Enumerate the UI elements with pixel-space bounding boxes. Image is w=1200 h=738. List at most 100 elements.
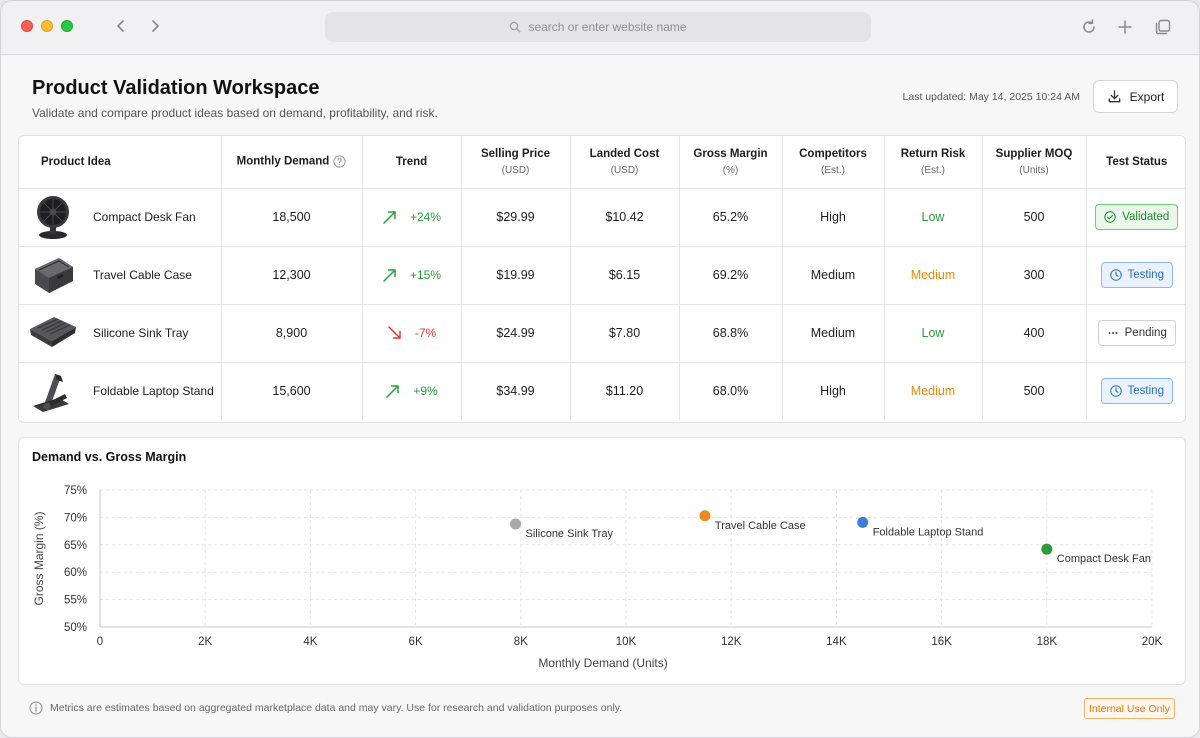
status-badge-validated[interactable]: Validated	[1095, 204, 1179, 230]
price-value: $34.99	[461, 362, 571, 420]
competitors-value: Medium	[782, 246, 885, 305]
column-header-product[interactable]: Product Idea	[19, 136, 222, 189]
table-header-row: Product Idea Monthly Demand Trend Sellin…	[19, 136, 1185, 189]
product-table-card: Product Idea Monthly Demand Trend Sellin…	[18, 135, 1186, 423]
export-button[interactable]: Export	[1093, 80, 1178, 113]
column-header-competitors[interactable]: Competitors (Est.)	[782, 136, 885, 189]
status-badge-testing[interactable]: Testing	[1100, 262, 1173, 288]
trend-cell: +9%	[363, 383, 461, 399]
product-cell: Silicone Sink Tray	[19, 309, 221, 357]
x-tick-label: 12K	[721, 636, 742, 648]
chevron-left-icon	[117, 20, 124, 32]
column-header-demand[interactable]: Monthly Demand	[221, 136, 363, 189]
column-header-cost[interactable]: Landed Cost (USD)	[570, 136, 680, 189]
data-point-label: Compact Desk Fan	[1057, 553, 1151, 565]
sink-tray-image	[27, 309, 79, 357]
column-header-moq[interactable]: Supplier MOQ (Units)	[982, 136, 1087, 189]
product-cell: Travel Cable Case	[19, 251, 221, 299]
y-tick-label: 65%	[64, 540, 87, 552]
minimize-window-button[interactable]	[41, 20, 53, 32]
trend-value: +9%	[413, 384, 438, 399]
column-header-price[interactable]: Selling Price (USD)	[461, 136, 571, 189]
info-icon	[29, 701, 43, 715]
address-bar[interactable]: search or enter website name	[325, 12, 871, 42]
close-window-button[interactable]	[21, 20, 33, 32]
data-point	[857, 516, 869, 528]
price-value: $29.99	[461, 188, 571, 247]
trend-up-icon	[383, 211, 396, 224]
chevron-right-icon	[152, 20, 159, 32]
x-tick-label: 8K	[514, 636, 528, 648]
column-header-margin[interactable]: Gross Margin (%)	[679, 136, 783, 189]
download-icon	[1108, 90, 1120, 103]
table-row[interactable]: Travel Cable Case 12,300 +15% $19.99 $6.…	[19, 246, 1185, 305]
product-name: Foldable Laptop Stand	[93, 384, 214, 399]
status-badge-testing[interactable]: Testing	[1100, 378, 1173, 405]
trend-value: -7%	[414, 326, 437, 340]
check-circle-icon	[1104, 211, 1116, 223]
demand-value: 8,900	[221, 304, 363, 363]
moq-value: 300	[982, 246, 1087, 305]
trend-cell: +24%	[363, 209, 461, 225]
internal-use-badge: Internal Use Only	[1084, 698, 1175, 719]
column-header-trend[interactable]: Trend	[362, 136, 462, 189]
margin-value: 65.2%	[679, 188, 783, 247]
risk-value: Low	[884, 304, 983, 363]
y-tick-label: 75%	[64, 485, 87, 497]
x-tick-label: 20K	[1142, 636, 1163, 648]
back-button[interactable]	[110, 15, 132, 37]
risk-value: Medium	[884, 362, 983, 420]
new-tab-button[interactable]	[1114, 16, 1136, 38]
x-axis-label: Monthly Demand (Units)	[538, 656, 667, 670]
table-row[interactable]: Silicone Sink Tray 8,900 -7% $24.99 $7.8…	[19, 304, 1185, 363]
product-name: Compact Desk Fan	[93, 210, 196, 224]
x-tick-label: 10K	[616, 636, 637, 648]
y-tick-label: 70%	[64, 512, 87, 524]
title-bar: search or enter website name	[1, 1, 1199, 55]
column-header-risk[interactable]: Return Risk (Est.)	[884, 136, 983, 189]
footnote-text: Metrics are estimates based on aggregate…	[50, 702, 623, 714]
help-icon[interactable]	[333, 155, 346, 168]
last-updated-text: Last updated: May 14, 2025 10:24 AM	[902, 91, 1080, 103]
price-value: $19.99	[461, 246, 571, 305]
reload-icon	[1083, 19, 1095, 33]
y-axis-label: Gross Margin (%)	[32, 511, 46, 605]
data-point	[699, 510, 711, 522]
risk-value: Low	[884, 188, 983, 247]
margin-value: 68.0%	[679, 362, 783, 420]
cost-value: $6.15	[570, 246, 680, 305]
table-row[interactable]: Foldable Laptop Stand 15,600 +9% $34.99 …	[19, 362, 1185, 420]
zoom-window-button[interactable]	[61, 20, 73, 32]
data-point-label: Travel Cable Case	[715, 520, 806, 532]
laptop-stand-image	[27, 367, 79, 415]
trend-value: +15%	[409, 268, 442, 282]
desk-fan-image	[27, 193, 79, 241]
y-tick-label: 55%	[64, 595, 87, 607]
moq-value: 400	[982, 304, 1087, 363]
data-point-label: Foldable Laptop Stand	[873, 526, 984, 538]
column-header-status[interactable]: Test Status	[1086, 136, 1185, 189]
cost-value: $11.20	[570, 362, 680, 420]
tab-overview-button[interactable]	[1152, 16, 1174, 38]
moq-value: 500	[982, 188, 1087, 247]
tabs-icon	[1155, 19, 1171, 35]
trend-cell: -7%	[363, 325, 461, 341]
forward-button[interactable]	[144, 15, 166, 37]
clock-icon	[1109, 385, 1122, 397]
table-row[interactable]: Compact Desk Fan 18,500 +24% $29.99 $10.…	[19, 188, 1185, 247]
y-tick-label: 50%	[64, 622, 87, 634]
status-badge-pending[interactable]: Pending	[1097, 320, 1176, 346]
product-cell: Foldable Laptop Stand	[19, 367, 221, 415]
cost-value: $10.42	[570, 188, 680, 247]
demand-value: 15,600	[221, 362, 363, 420]
data-point	[1041, 543, 1053, 555]
chart-card: Demand vs. Gross Margin 0 2K 4K 6K 8K 10K 12K 1…	[18, 437, 1186, 685]
trend-cell: +15%	[363, 267, 461, 283]
x-tick-label: 16K	[931, 636, 952, 648]
page-subtitle: Validate and compare product ideas based…	[32, 106, 438, 120]
trend-value: +24%	[409, 210, 442, 224]
product-table: Product Idea Monthly Demand Trend Sellin…	[19, 136, 1185, 420]
x-tick-label: 18K	[1037, 636, 1058, 648]
reload-button[interactable]	[1078, 16, 1100, 38]
x-tick-label: 2K	[198, 636, 212, 648]
